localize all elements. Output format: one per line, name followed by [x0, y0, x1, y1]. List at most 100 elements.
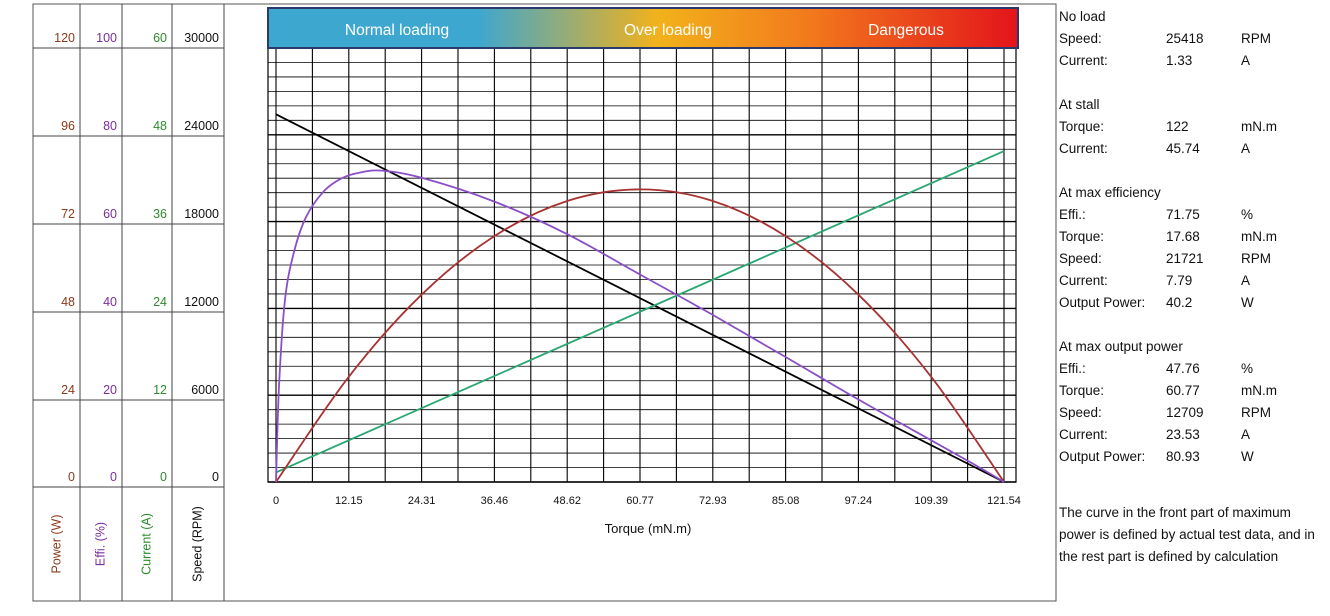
y-tick-label: 0	[160, 470, 167, 484]
plot-grid	[267, 47, 1017, 483]
speed-curve	[275, 113, 1005, 483]
x-tick-label: 60.77	[626, 495, 654, 507]
spec-row: Current: 23.53 A	[1059, 424, 1327, 446]
y-tick-label: 0	[110, 470, 117, 484]
x-axis-title: Torque (mN.m)	[605, 521, 692, 536]
spec-unit: A	[1241, 141, 1251, 156]
y-tick-label: 120	[54, 31, 75, 45]
spec-row: Output Power: 40.2 W	[1059, 292, 1327, 314]
spec-row: Current: 45.74 A	[1059, 138, 1327, 160]
spec-row: Torque: 60.77 mN.m	[1059, 380, 1327, 402]
spec-label: Torque:	[1059, 119, 1105, 134]
spec-unit: RPM	[1241, 405, 1271, 420]
y-tick-label: 12000	[184, 295, 219, 309]
y-tick-label: 18000	[184, 207, 219, 221]
spec-row: Effi.: 71.75%	[1059, 204, 1327, 226]
y-tick-label: 48	[153, 119, 167, 133]
y-tick-label: 100	[96, 31, 117, 45]
spec-label: Torque:	[1059, 229, 1105, 244]
x-tick-label: 12.15	[335, 495, 363, 507]
spec-group-title: At max output power	[1059, 339, 1183, 354]
spec-group-title: No load	[1059, 9, 1106, 24]
spec-unit: A	[1241, 273, 1251, 288]
y-tick-label: 0	[68, 470, 75, 484]
footnote: The curve in the front part of maximum p…	[1059, 505, 1315, 564]
spec-row: Current: 1.33 A	[1059, 50, 1327, 72]
spec-value: 45.74	[1166, 141, 1200, 156]
spec-group: At stall Torque: 122 mN.m Current: 45.74 A	[1059, 94, 1327, 160]
x-tick-label: 36.46	[481, 495, 509, 507]
spec-unit: mN.m	[1241, 383, 1277, 398]
spec-label: Effi.:	[1059, 207, 1086, 222]
spec-value: 60.77	[1166, 383, 1200, 398]
loading-band: Normal loading Over loading Dangerous	[267, 7, 1019, 49]
y-tick-label: 80	[103, 119, 117, 133]
spec-row: Torque: 122 mN.m	[1059, 116, 1327, 138]
curves	[275, 113, 1005, 483]
y-tick-label: 0	[212, 470, 219, 484]
y-tick-label: 24	[153, 295, 167, 309]
spec-value: 47.76	[1166, 361, 1200, 376]
band-label: Over loading	[624, 22, 712, 39]
y-axis-title: Power (W)	[49, 514, 63, 573]
spec-value: 40.2	[1166, 295, 1193, 310]
spec-unit: %	[1241, 207, 1254, 222]
spec-unit: mN.m	[1241, 229, 1277, 244]
spec-unit: RPM	[1241, 31, 1271, 46]
y-tick-label: 40	[103, 295, 117, 309]
spec-unit: W	[1241, 295, 1254, 310]
y-tick-label: 36	[153, 207, 167, 221]
y-tick-label: 96	[61, 119, 75, 133]
spec-unit: A	[1241, 53, 1251, 68]
spec-group-title: At max efficiency	[1059, 185, 1161, 200]
spec-row: Torque: 17.68 mN.m	[1059, 226, 1327, 248]
current-curve	[275, 150, 1005, 474]
spec-group-title: At stall	[1059, 97, 1100, 112]
spec-panel: No load Speed: 25418 RPM Current: 1.33 A At sta…	[1059, 6, 1327, 490]
spec-group: At max output power Effi.: 47.76% Torque: 60…	[1059, 336, 1327, 468]
spec-value: 12709	[1166, 405, 1204, 420]
spec-unit: %	[1241, 361, 1254, 376]
spec-label: Speed:	[1059, 31, 1102, 46]
chart-frame	[32, 3, 1057, 602]
spec-row: Speed: 12709 RPM	[1059, 402, 1327, 424]
y-axis-title: Effi. (%)	[93, 522, 107, 566]
spec-value: 7.79	[1166, 273, 1193, 288]
spec-group: No load Speed: 25418 RPM Current: 1.33 A	[1059, 6, 1327, 72]
x-tick-label: 85.08	[772, 495, 800, 507]
spec-label: Output Power:	[1059, 449, 1146, 464]
y-tick-label: 60	[103, 207, 117, 221]
band-label: Normal loading	[345, 22, 449, 39]
spec-value: 71.75	[1166, 207, 1200, 222]
spec-label: Effi.:	[1059, 361, 1086, 376]
spec-value: 17.68	[1166, 229, 1200, 244]
spec-label: Torque:	[1059, 383, 1105, 398]
spec-label: Speed:	[1059, 405, 1102, 420]
y-tick-label: 24000	[184, 119, 219, 133]
x-tick-label: 121.54	[987, 495, 1021, 507]
spec-row: Speed: 21721 RPM	[1059, 248, 1327, 270]
spec-label: Current:	[1059, 141, 1108, 156]
power-curve	[275, 188, 1005, 483]
y-axis-panel: 120 96 72 48 24 0 Power (W) 100 80 60 40 20 0 Effi. (…	[33, 4, 225, 601]
spec-row: Speed: 25418 RPM	[1059, 28, 1327, 50]
band-label: Dangerous	[868, 22, 944, 39]
x-axis-ticks: 0 12.15 24.31 36.46 48.62 60.77 72.93 85.08 97.2…	[273, 495, 1021, 507]
effi-curve	[275, 169, 1005, 483]
spec-unit: W	[1241, 449, 1254, 464]
y-tick-label: 20	[103, 383, 117, 397]
spec-row: Effi.: 47.76%	[1059, 358, 1327, 380]
spec-row: Output Power: 80.93 W	[1059, 446, 1327, 468]
spec-value: 21721	[1166, 251, 1204, 266]
y-tick-label: 30000	[184, 31, 219, 45]
spec-row: Current: 7.79 A	[1059, 270, 1327, 292]
x-tick-label: 109.39	[914, 495, 948, 507]
spec-unit: A	[1241, 427, 1251, 442]
y-tick-label: 72	[61, 207, 75, 221]
spec-value: 122	[1166, 119, 1189, 134]
loading-band-bar	[267, 7, 1019, 49]
y-axis-title: Current (A)	[139, 513, 153, 575]
spec-value: 1.33	[1166, 53, 1193, 68]
y-tick-label: 48	[61, 295, 75, 309]
